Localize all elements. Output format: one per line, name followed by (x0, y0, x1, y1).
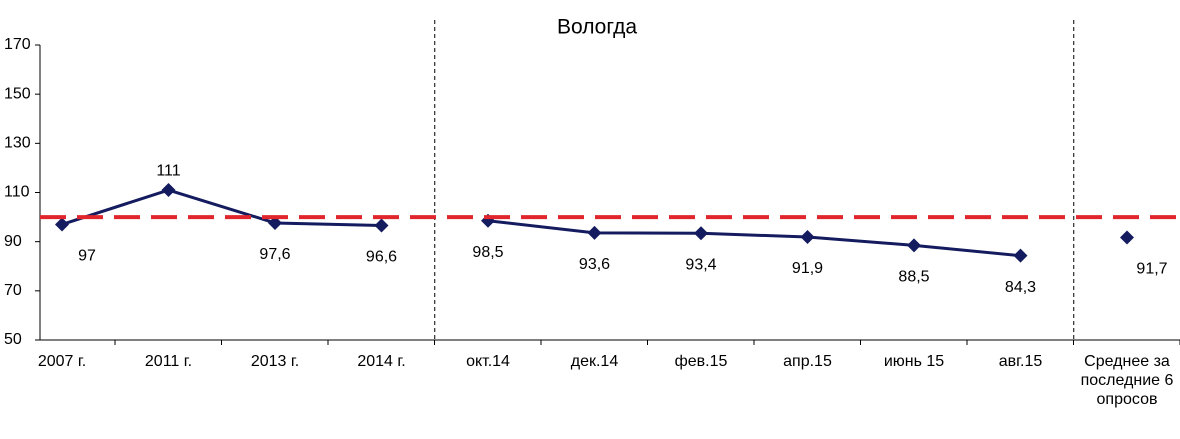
x-tick-label: апр.15 (783, 353, 832, 370)
x-tick-label: авг.15 (998, 353, 1043, 370)
y-tick-label: 50 (4, 331, 22, 348)
value-label: 97,6 (259, 246, 290, 263)
y-tick-label: 90 (4, 233, 22, 250)
y-tick-label: 150 (4, 85, 31, 102)
x-tick-label: июнь 15 (883, 353, 945, 370)
value-label: 96,6 (366, 249, 397, 266)
x-tick-label: Среднее за последние 6 опросов (1080, 353, 1174, 408)
series-line (61, 188, 382, 227)
point (694, 226, 708, 241)
y-tick-label: 170 (4, 36, 31, 53)
value-label: 98,5 (472, 244, 503, 261)
point (161, 183, 176, 198)
y-tick-label: 70 (4, 282, 22, 299)
point (1013, 248, 1028, 263)
point (374, 218, 389, 233)
x-tick-label: 2014 г. (357, 353, 406, 370)
value-label: 88,5 (898, 269, 929, 286)
value-label: 84,3 (1005, 279, 1036, 296)
chart-title: Вологда (557, 16, 637, 39)
x-tick-label: 2013 г. (250, 353, 300, 370)
point (907, 238, 921, 253)
x-tick-label: 2011 г. (144, 353, 193, 370)
value-label: 93,6 (579, 256, 610, 273)
y-tick-label: 130 (4, 135, 31, 152)
point (268, 215, 282, 230)
series-line (487, 219, 1021, 258)
point (55, 217, 69, 232)
point (1120, 230, 1134, 245)
value-label: 93,4 (685, 257, 716, 274)
point (800, 229, 815, 244)
point (587, 225, 602, 240)
value-label: 91,9 (792, 260, 823, 277)
value-label: 91,7 (1136, 261, 1167, 278)
x-tick-label: дек.14 (570, 353, 619, 370)
x-tick-label: 2007 г. (37, 353, 87, 370)
y-tick-label: 110 (4, 184, 30, 201)
value-label: 97 (78, 248, 96, 265)
x-tick-label: фев.15 (674, 353, 728, 370)
x-tick-label: окт.14 (466, 353, 510, 370)
value-label: 111 (156, 162, 180, 179)
